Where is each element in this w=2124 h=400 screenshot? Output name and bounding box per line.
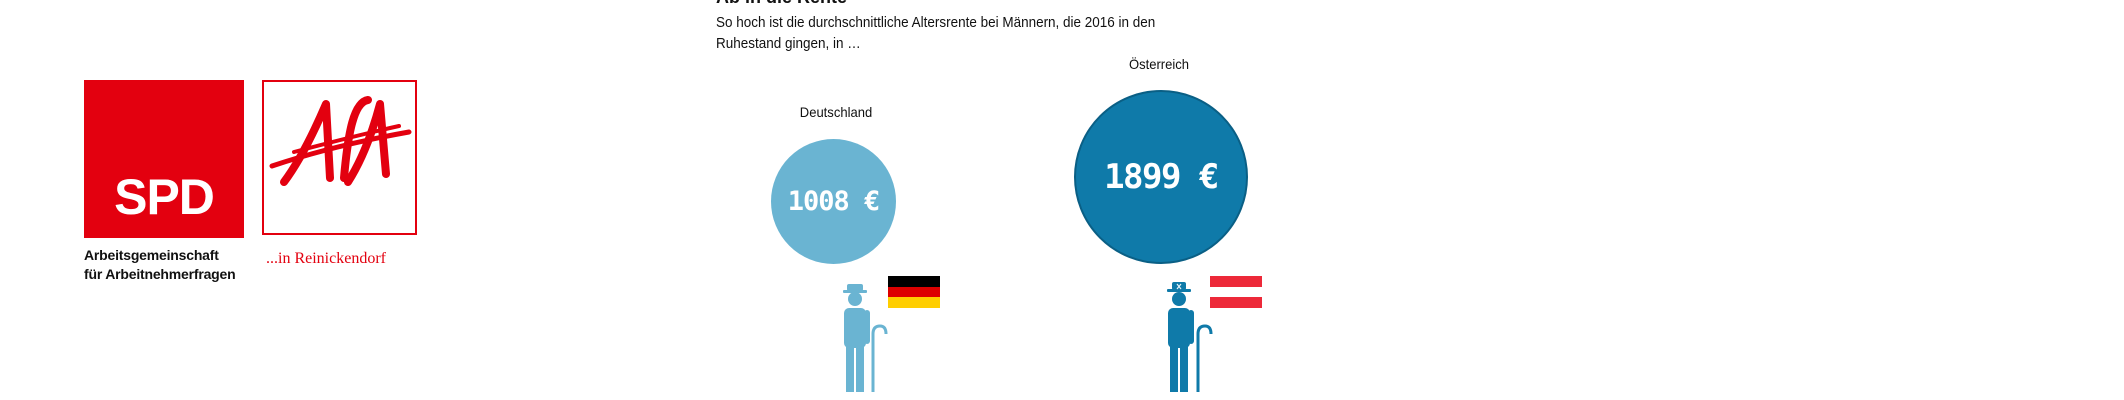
- afa-logo-graphic: AfA: [269, 96, 412, 223]
- elderly-man-icon: [1167, 282, 1213, 392]
- pension-value-austria: 1899 €: [1104, 157, 1219, 197]
- country-label-austria: Österreich: [1128, 56, 1190, 72]
- spd-caption-line-2: für Arbeitnehmerfragen: [84, 266, 236, 282]
- infographic-subtitle: So hoch ist die durchschnittliche Alters…: [716, 15, 1156, 52]
- pension-value-germany: 1008 €: [787, 186, 881, 217]
- pension-bubble-austria: 1899 €: [1074, 90, 1248, 264]
- spd-caption: Arbeitsgemeinschaft für Arbeitnehmerfrag…: [84, 246, 274, 284]
- austria-flag-icon: [1210, 276, 1262, 308]
- spd-logo: SPD: [84, 80, 244, 238]
- afa-logo: AfA: [262, 80, 417, 235]
- afa-logo-mark: AfA: [338, 220, 340, 223]
- elderly-man-icon: [843, 284, 888, 392]
- spd-logo-mark: SPD: [114, 169, 215, 225]
- pension-bubble-germany: 1008 €: [771, 139, 896, 264]
- spd-caption-line-1: Arbeitsgemeinschaft: [84, 247, 219, 263]
- infographic-title: Ab in die Rente: [716, 0, 847, 8]
- country-label-germany: Deutschland: [799, 104, 873, 120]
- afa-caption: ...in Reinickendorf: [266, 250, 386, 267]
- germany-flag-icon: [888, 276, 940, 308]
